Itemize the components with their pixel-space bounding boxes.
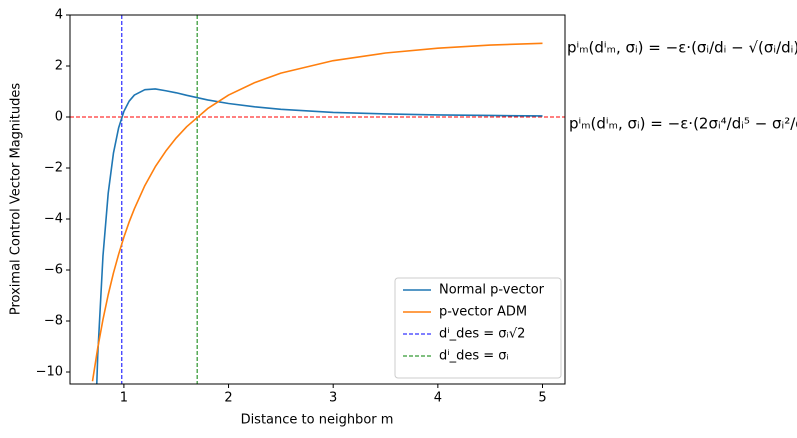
y-tick-label: −8 <box>44 314 63 329</box>
x-tick-label: 1 <box>120 391 128 406</box>
y-tick-label: −6 <box>44 263 63 278</box>
axes-frame <box>69 14 566 385</box>
legend-box <box>394 277 562 379</box>
legend-label: Normal p-vector <box>439 283 545 298</box>
y-tick-label: 4 <box>55 8 63 23</box>
y-tick-label: −4 <box>44 212 63 227</box>
annotation: pⁱₘ(dⁱₘ, σᵢ) = −ε·(σᵢ/dᵢ − √(σᵢ/dᵢ)) <box>567 39 797 57</box>
series-line <box>91 42 543 382</box>
plot-area <box>70 15 565 384</box>
annotation: pⁱₘ(dⁱₘ, σᵢ) = −ε·(2σᵢ⁴/dᵢ⁵ − σᵢ²/dᵢ³) <box>569 115 797 133</box>
x-axis-label: Distance to neighbor m <box>241 413 394 428</box>
y-tick-label: −10 <box>36 365 63 380</box>
x-tick-label: 2 <box>224 391 232 406</box>
legend-label: dⁱ_des = σᵢ <box>439 349 509 364</box>
x-tick-label: 4 <box>434 391 442 406</box>
legend-label: dⁱ_des = σᵢ√2 <box>439 327 525 342</box>
x-tick-label: 3 <box>329 391 337 406</box>
series-line <box>95 88 543 384</box>
y-axis-label: Proximal Control Vector Magnitudes <box>9 83 24 315</box>
y-tick-label: 0 <box>55 110 63 125</box>
legend-label: p-vector ADM <box>439 305 527 320</box>
y-tick-label: −2 <box>44 161 63 176</box>
x-tick-label: 5 <box>538 391 546 406</box>
y-tick-label: 2 <box>55 59 63 74</box>
